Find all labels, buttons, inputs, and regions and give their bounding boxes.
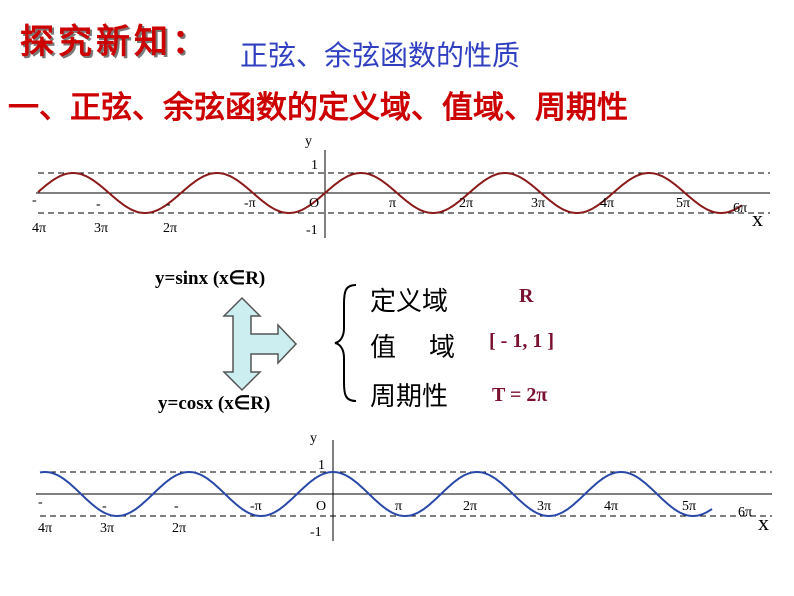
- tick-label: 3π: [94, 221, 108, 236]
- tick-label: 2π: [463, 499, 477, 514]
- y-max-label: 1: [311, 158, 318, 173]
- cosine-function-label: y=cosx (x∈R): [158, 393, 271, 414]
- sine-function-label: y=sinx (x∈R): [155, 268, 266, 289]
- sine-curve: [37, 172, 743, 214]
- tick-label: π: [389, 196, 396, 211]
- tick-label: 4π: [600, 196, 614, 211]
- y-max-label: 1: [318, 458, 325, 473]
- range-value: [ - 1, 1 ]: [489, 330, 554, 352]
- tick-label: -: [32, 193, 37, 208]
- tick-label: -: [174, 499, 179, 514]
- domain-label: 定义域: [370, 287, 449, 317]
- origin-label: O: [316, 499, 326, 514]
- section-heading: 一、正弦、余弦函数的定义域、值域、周期性: [8, 90, 628, 126]
- section-title: 探究新知：: [20, 22, 210, 62]
- period-label: 周期性: [370, 382, 449, 412]
- tick-label: 4π: [604, 499, 618, 514]
- tick-label: 5π: [682, 499, 696, 514]
- tick-label: -: [38, 495, 43, 510]
- tick-label: 6π: [738, 505, 752, 520]
- tick-label: 2π: [172, 521, 186, 536]
- tick-label: 2π: [163, 221, 177, 236]
- sine-graph: y 1 -1 O x - 4π - 3π - 2π -π π 2π 3π 4π …: [32, 134, 770, 238]
- tick-label: 4π: [32, 221, 46, 236]
- branch-arrow-icon: [222, 296, 298, 392]
- tick-label: 4π: [38, 521, 52, 536]
- y-min-label: -1: [310, 525, 322, 540]
- tick-label: 5π: [676, 196, 690, 211]
- tick-label: -: [102, 499, 107, 514]
- tick-label: 3π: [537, 499, 551, 514]
- tick-label: -π: [244, 196, 256, 211]
- tick-label: 3π: [100, 521, 114, 536]
- tick-label: -π: [250, 499, 262, 514]
- tick-label: π: [395, 499, 402, 514]
- lesson-title: 正弦、余弦函数的性质: [240, 39, 521, 72]
- origin-label: O: [309, 196, 319, 211]
- tick-label: 3π: [531, 196, 545, 211]
- y-axis-label: y: [305, 134, 312, 149]
- cosine-graph: y 1 -1 O x - 4π - 3π - 2π -π π 2π 3π 4π …: [36, 431, 772, 541]
- brace-icon: [334, 284, 357, 402]
- period-value: T = 2π: [492, 384, 548, 406]
- tick-label: -: [96, 197, 101, 212]
- range-label: 值 域: [370, 333, 456, 363]
- domain-value: R: [519, 285, 534, 307]
- x-axis-label: x: [752, 206, 763, 231]
- x-axis-label: x: [758, 510, 769, 535]
- tick-label: -: [166, 197, 171, 212]
- cosine-curve: [39, 471, 713, 517]
- y-min-label: -1: [306, 223, 318, 238]
- tick-label: 2π: [459, 196, 473, 211]
- y-axis-label: y: [310, 431, 317, 446]
- tick-label: 6π: [733, 201, 747, 216]
